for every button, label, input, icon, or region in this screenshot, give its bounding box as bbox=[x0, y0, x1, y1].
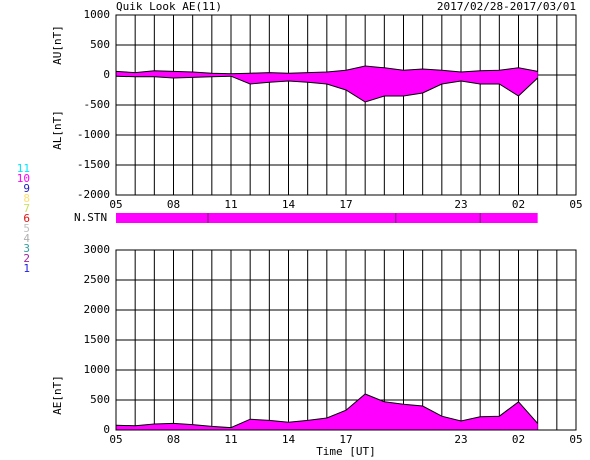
x-axis-label: Time [UT] bbox=[316, 445, 376, 458]
legend-label: 6 bbox=[23, 212, 30, 225]
station-segment bbox=[116, 213, 208, 223]
legend-label: 2 bbox=[23, 252, 30, 265]
y-tick-label: -500 bbox=[84, 98, 111, 111]
legend-label: 8 bbox=[23, 192, 30, 205]
station-segment bbox=[480, 213, 538, 223]
y-axis-label: AU[nT] bbox=[51, 25, 64, 65]
x-tick-label: 17 bbox=[339, 198, 352, 211]
y-axis-label: AE[nT] bbox=[51, 375, 64, 415]
y-tick-label: 0 bbox=[103, 423, 110, 436]
x-tick-label: 17 bbox=[339, 433, 352, 446]
y-tick-label: 500 bbox=[90, 393, 110, 406]
x-tick-label: 05 bbox=[569, 433, 582, 446]
y-tick-label: 2500 bbox=[84, 273, 111, 286]
y-axis-label: AL[nT] bbox=[51, 110, 64, 150]
x-tick-label: 23 bbox=[454, 433, 467, 446]
legend-label: 11 bbox=[17, 162, 30, 175]
chart-subtitle: 2017/02/28-2017/03/01 bbox=[437, 0, 576, 13]
y-tick-label: 3000 bbox=[84, 243, 111, 256]
x-tick-label: 05 bbox=[109, 433, 122, 446]
x-tick-label: 05 bbox=[569, 198, 582, 211]
y-tick-label: -2000 bbox=[77, 188, 110, 201]
y-tick-label: 1000 bbox=[84, 363, 111, 376]
x-tick-label: 02 bbox=[512, 198, 525, 211]
y-tick-label: 0 bbox=[103, 68, 110, 81]
plot-frame bbox=[115, 249, 577, 431]
y-tick-label: -1000 bbox=[77, 128, 110, 141]
station-segment bbox=[208, 213, 396, 223]
y-tick-label: 500 bbox=[90, 38, 110, 51]
area-line bbox=[115, 75, 539, 103]
x-tick-label: 14 bbox=[282, 198, 296, 211]
y-tick-label: 1000 bbox=[84, 8, 111, 21]
x-tick-label: 23 bbox=[454, 198, 467, 211]
area-fill bbox=[116, 394, 538, 430]
legend-label: 4 bbox=[23, 232, 30, 245]
x-tick-label: 14 bbox=[282, 433, 296, 446]
area-line bbox=[115, 393, 539, 429]
legend-label: 10 bbox=[17, 172, 30, 185]
x-tick-label: 08 bbox=[167, 198, 180, 211]
stations-label: N.STN bbox=[74, 211, 107, 224]
x-tick-label: 11 bbox=[224, 433, 237, 446]
x-tick-label: 08 bbox=[167, 433, 180, 446]
y-tick-label: -1500 bbox=[77, 158, 110, 171]
legend-label: 5 bbox=[23, 222, 30, 235]
y-tick-label: 1500 bbox=[84, 333, 111, 346]
x-tick-label: 02 bbox=[512, 433, 525, 446]
station-segment bbox=[395, 213, 481, 223]
x-tick-label: 11 bbox=[224, 198, 237, 211]
plot-frame bbox=[115, 14, 577, 196]
legend-label: 7 bbox=[23, 202, 30, 215]
area-fill bbox=[116, 75, 538, 102]
y-tick-label: 2000 bbox=[84, 303, 111, 316]
legend-label: 1 bbox=[23, 262, 30, 275]
legend-label: 3 bbox=[23, 242, 30, 255]
area-fill bbox=[116, 66, 538, 75]
x-tick-label: 05 bbox=[109, 198, 122, 211]
legend-label: 9 bbox=[23, 182, 30, 195]
chart-title: Quik Look AE(11) bbox=[116, 0, 222, 13]
area-line bbox=[115, 65, 538, 75]
